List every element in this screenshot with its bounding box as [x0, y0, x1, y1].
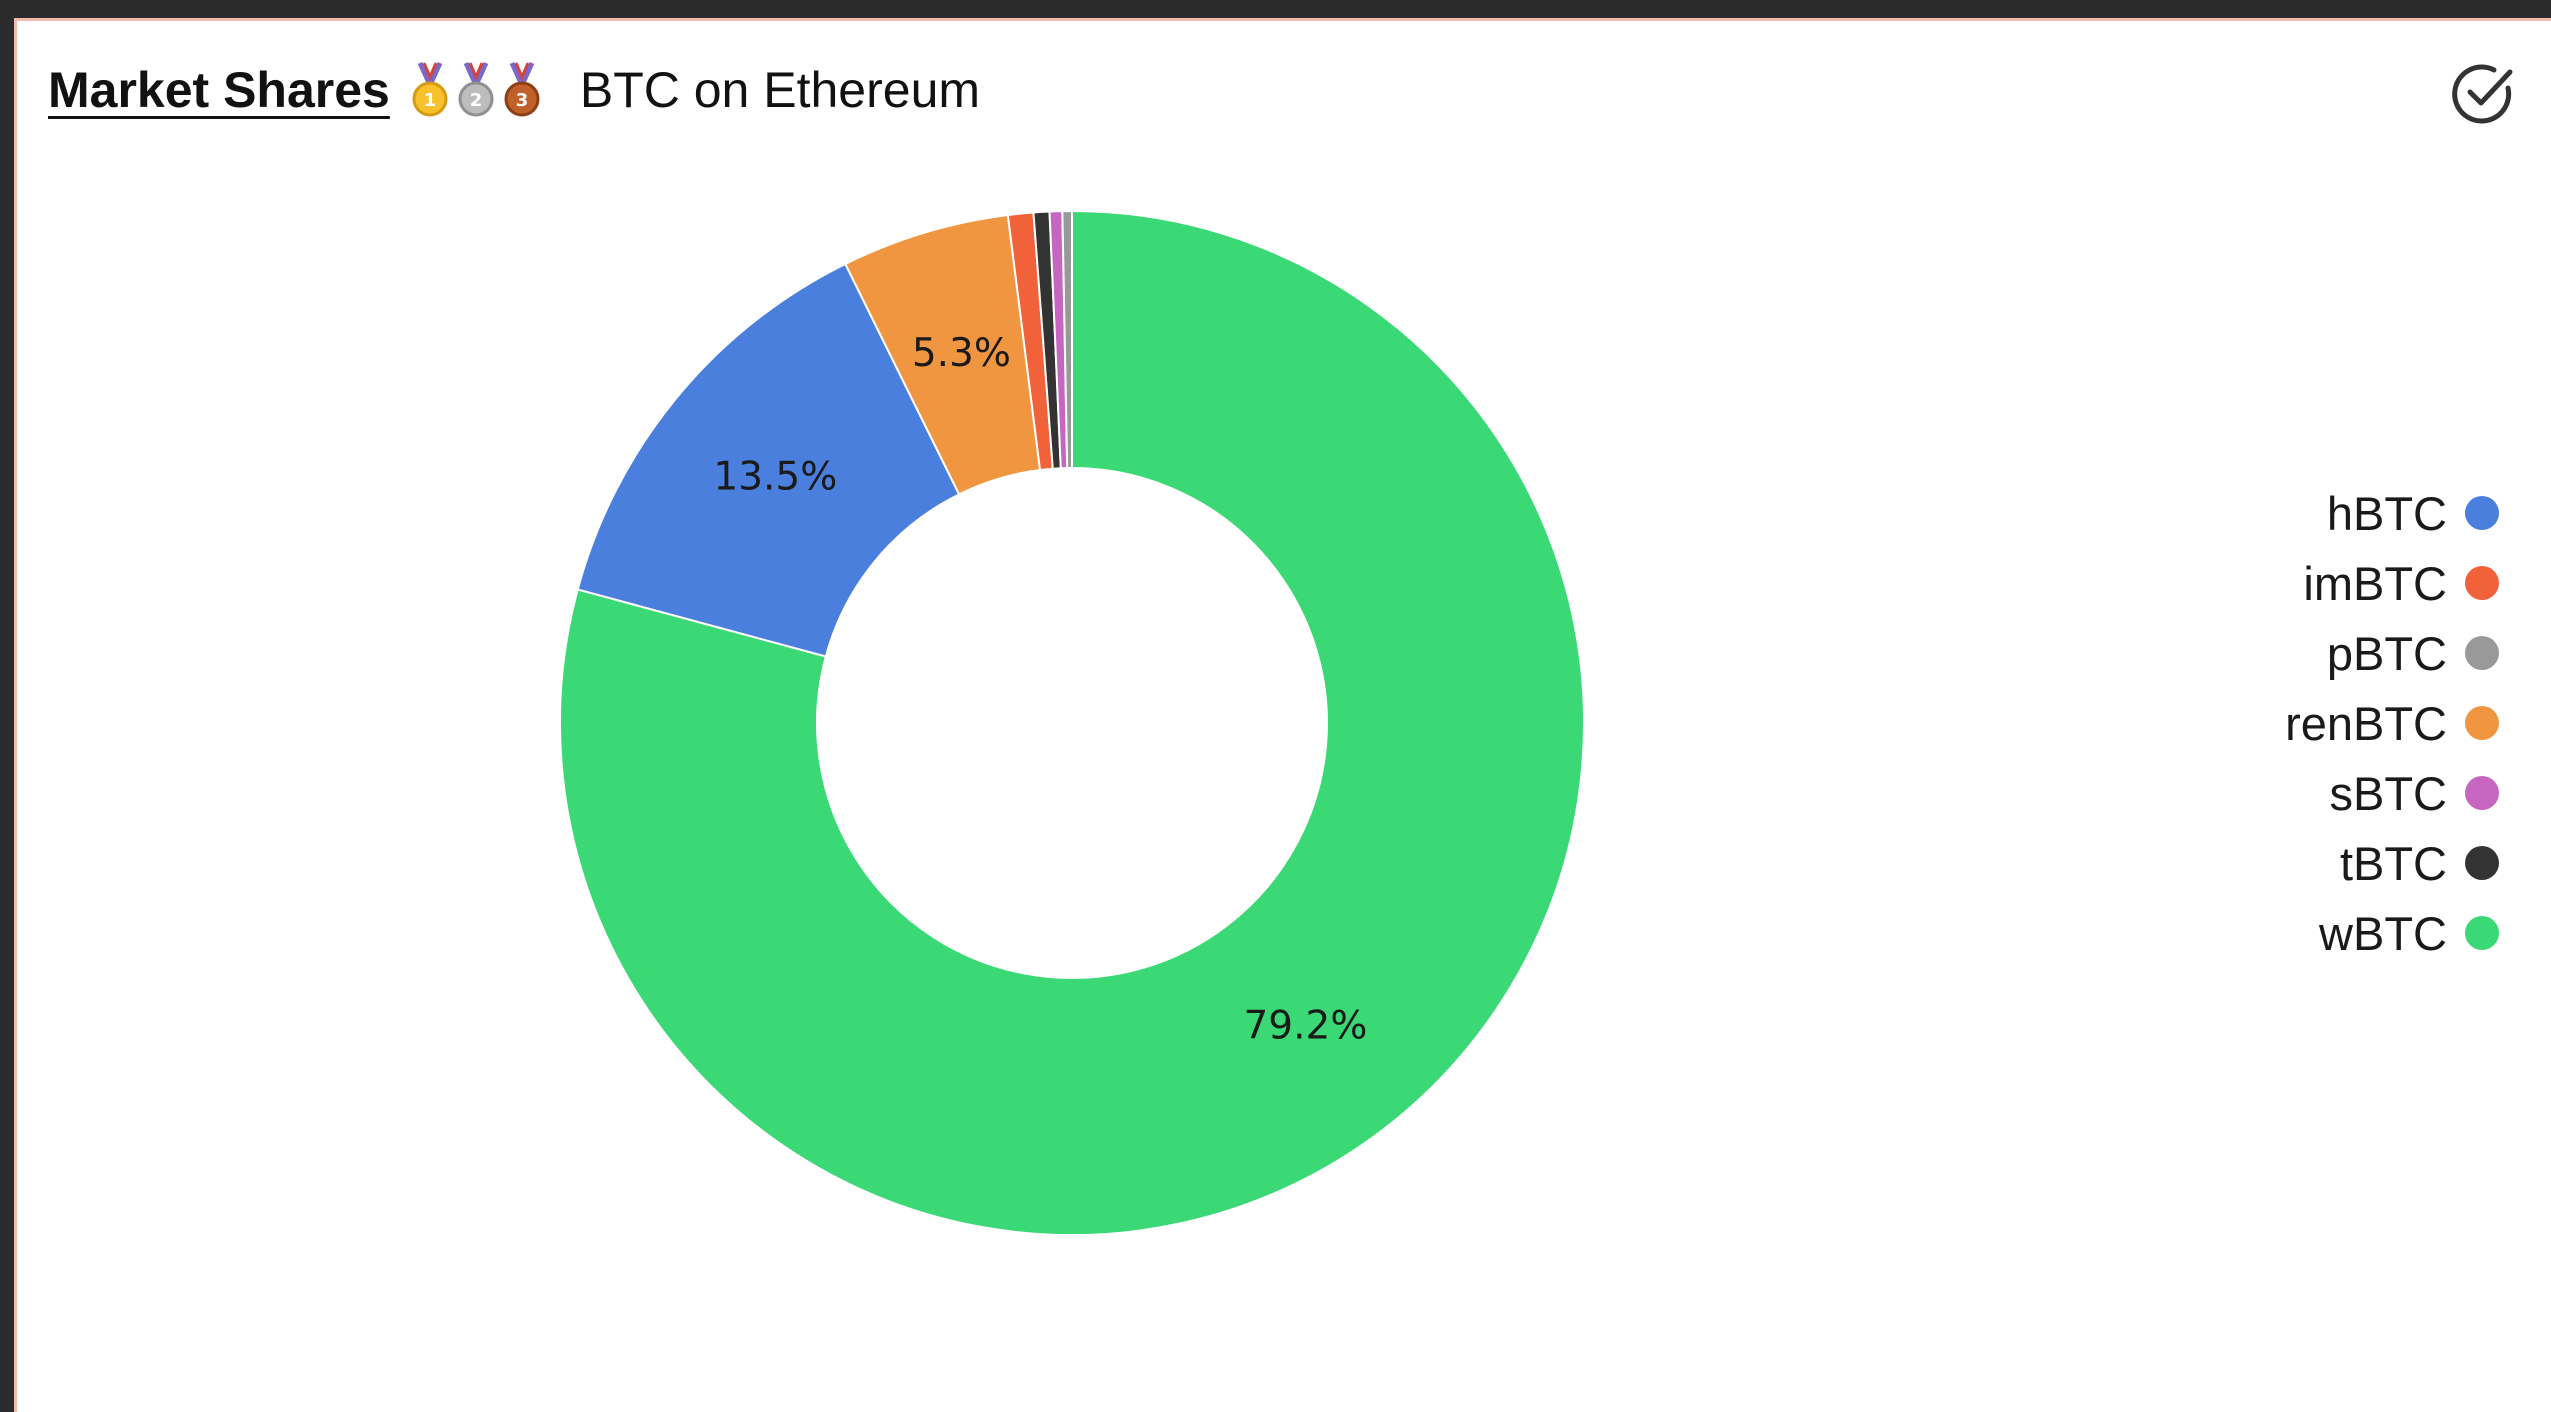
legend-dot-icon — [2465, 496, 2499, 530]
legend-label: wBTC — [2319, 906, 2447, 960]
legend-item-wbtc[interactable]: wBTC — [2319, 898, 2499, 968]
legend-item-imbtc[interactable]: imBTC — [2303, 548, 2499, 618]
medal-icons: 1 2 3 — [410, 61, 542, 119]
legend-label: pBTC — [2326, 626, 2447, 680]
legend-dot-icon — [2465, 846, 2499, 880]
svg-text:1: 1 — [424, 90, 437, 111]
slice-wbtc[interactable] — [559, 209, 1585, 1236]
svg-text:3: 3 — [516, 90, 529, 111]
legend-dot-icon — [2465, 776, 2499, 810]
legend-item-hbtc[interactable]: hBTC — [2327, 478, 2499, 548]
legend-dot-icon — [2465, 706, 2499, 740]
chart-header: Market Shares 1 2 3 BTC on Ethereum — [48, 55, 980, 125]
legend-label: hBTC — [2326, 486, 2447, 540]
legend-item-tbtc[interactable]: tBTC — [2340, 828, 2499, 898]
legend-dot-icon — [2465, 916, 2499, 950]
slice-label-hbtc: 13.5% — [713, 455, 837, 500]
legend-item-pbtc[interactable]: pBTC — [2327, 618, 2499, 688]
legend-dot-icon — [2465, 636, 2499, 670]
legend-label: sBTC — [2329, 766, 2448, 820]
legend-item-sbtc[interactable]: sBTC — [2329, 758, 2499, 828]
donut-slices — [559, 209, 1585, 1236]
bronze-medal-icon: 3 — [504, 61, 540, 117]
legend-label: imBTC — [2303, 556, 2447, 610]
legend-label: tBTC — [2339, 836, 2447, 890]
slice-label-renbtc: 5.3% — [912, 331, 1011, 376]
slice-hbtc[interactable] — [576, 262, 961, 658]
check-circle-icon[interactable] — [2448, 58, 2518, 128]
chart-title-link[interactable]: Market Shares 1 2 3 — [48, 61, 542, 119]
chart-legend: hBTC imBTC pBTC renBTC sBTC tBTC wBTC — [2285, 478, 2499, 968]
chart-title: Market Shares — [48, 62, 390, 118]
slice-label-wbtc: 79.2% — [1243, 1003, 1367, 1048]
chart-subtitle: BTC on Ethereum — [579, 62, 981, 118]
silver-medal-icon: 2 — [458, 61, 494, 117]
legend-item-renbtc[interactable]: renBTC — [2285, 688, 2499, 758]
gold-medal-icon: 1 — [412, 61, 448, 117]
slice-labels: 79.2% 13.5% 5.3% — [713, 331, 1367, 1049]
legend-label: renBTC — [2285, 696, 2447, 750]
svg-text:2: 2 — [470, 90, 483, 111]
legend-dot-icon — [2465, 566, 2499, 600]
slice-pbtc[interactable] — [1061, 209, 1073, 470]
